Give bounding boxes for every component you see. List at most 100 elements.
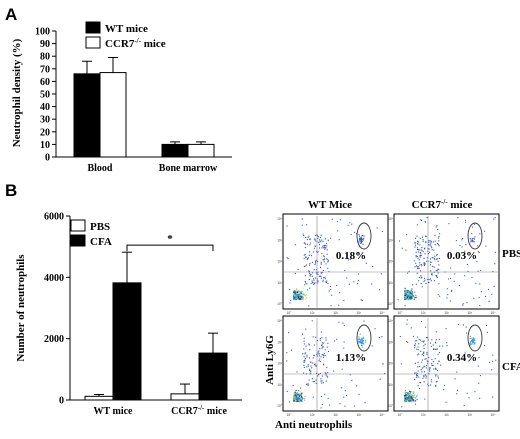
flow-event-dot bbox=[361, 238, 363, 240]
flow-event-dot bbox=[420, 350, 422, 352]
flow-event-dot bbox=[424, 343, 426, 345]
flow-event-dot bbox=[303, 356, 305, 358]
flow-event-dot bbox=[321, 344, 323, 346]
flow-event-dot bbox=[424, 264, 426, 267]
flow-event-dot bbox=[360, 242, 362, 244]
flow-event-dot bbox=[344, 390, 346, 392]
flow-event-dot bbox=[479, 375, 482, 377]
flow-event-dot bbox=[297, 291, 299, 294]
flow-y-tick-label: 10¹ bbox=[277, 383, 282, 387]
flow-event-dot bbox=[294, 394, 296, 397]
flow-event-dot bbox=[321, 380, 323, 382]
flow-event-dot bbox=[302, 353, 304, 355]
flow-event-dot bbox=[294, 272, 296, 275]
flow-event-dot bbox=[323, 261, 325, 263]
flow-event-dot bbox=[414, 362, 416, 364]
flow-event-dot bbox=[406, 341, 408, 343]
flow-event-dot bbox=[310, 282, 312, 284]
flow-event-dot bbox=[404, 290, 406, 292]
flow-event-dot bbox=[348, 283, 350, 285]
flow-event-dot bbox=[363, 235, 365, 237]
y-tick-label: 60 bbox=[40, 77, 50, 88]
flow-event-dot bbox=[363, 337, 365, 340]
flow-row-label-pbs: PBS bbox=[502, 248, 520, 260]
flow-event-dot bbox=[420, 277, 422, 279]
flow-event-dot bbox=[324, 258, 326, 260]
flow-event-dot bbox=[294, 297, 296, 299]
flow-y-tick-label: 10° bbox=[388, 302, 394, 306]
flow-event-dot bbox=[419, 270, 422, 272]
flow-event-dot bbox=[467, 270, 469, 273]
flow-event-dot bbox=[361, 342, 363, 344]
flow-event-dot bbox=[418, 343, 420, 345]
flow-event-dot bbox=[413, 344, 416, 346]
flow-event-dot bbox=[493, 285, 495, 287]
flow-x-tick-label: 10³ bbox=[467, 413, 472, 417]
flow-event-dot bbox=[420, 219, 423, 222]
flow-x-tick-label: 10³ bbox=[356, 311, 361, 315]
flow-y-tick-label: 10⁴ bbox=[277, 319, 283, 323]
flow-event-dot bbox=[417, 354, 419, 356]
flow-event-dot bbox=[434, 259, 436, 261]
flow-event-dot bbox=[404, 392, 406, 394]
bar-wt-mice-0 bbox=[73, 73, 101, 158]
flow-event-dot bbox=[304, 353, 306, 355]
flow-x-tick-label: 10⁴ bbox=[380, 413, 386, 417]
flow-event-dot bbox=[414, 345, 416, 347]
flow-event-dot bbox=[423, 352, 425, 354]
gate-ellipse bbox=[467, 222, 483, 250]
flow-event-dot bbox=[349, 222, 351, 224]
flow-event-dot bbox=[317, 375, 319, 377]
flow-event-dot bbox=[462, 238, 464, 240]
flow-event-dot bbox=[413, 400, 415, 402]
flow-event-dot bbox=[431, 381, 433, 383]
flow-event-dot bbox=[318, 355, 321, 357]
flow-event-dot bbox=[306, 224, 308, 226]
flow-event-dot bbox=[404, 294, 407, 296]
flow-event-dot bbox=[322, 353, 324, 356]
flow-event-dot bbox=[314, 240, 316, 242]
flow-event-dot bbox=[406, 296, 408, 298]
flow-event-dot bbox=[428, 373, 430, 375]
flow-event-dot bbox=[473, 241, 475, 243]
flow-event-dot bbox=[288, 332, 290, 334]
flow-event-dot bbox=[331, 218, 333, 220]
flow-event-dot bbox=[308, 254, 310, 256]
flow-event-dot bbox=[307, 365, 310, 367]
flow-event-dot bbox=[360, 343, 363, 345]
flow-event-dot bbox=[294, 397, 296, 399]
flow-event-dot bbox=[304, 360, 306, 362]
flow-event-dot bbox=[357, 279, 359, 281]
flow-event-dot bbox=[418, 276, 420, 278]
flow-event-dot bbox=[407, 399, 409, 401]
flow-event-dot bbox=[466, 332, 468, 334]
flow-event-dot bbox=[409, 294, 411, 296]
flow-event-dot bbox=[304, 399, 306, 401]
flow-event-dot bbox=[310, 273, 312, 275]
flow-event-dot bbox=[358, 336, 360, 338]
flow-event-dot bbox=[423, 248, 426, 250]
flow-event-dot bbox=[461, 246, 463, 248]
flow-event-dot bbox=[313, 354, 315, 356]
flow-event-dot bbox=[378, 289, 381, 291]
flow-event-dot bbox=[462, 304, 464, 306]
flow-event-dot bbox=[294, 291, 296, 293]
flow-event-dot bbox=[293, 392, 295, 394]
flow-event-dot bbox=[463, 404, 465, 407]
flow-event-dot bbox=[407, 290, 409, 292]
flow-event-dot bbox=[427, 253, 429, 255]
flow-event-dot bbox=[408, 398, 410, 400]
flow-event-dot bbox=[416, 375, 418, 377]
flow-event-dot bbox=[339, 219, 341, 221]
flow-event-dot bbox=[322, 363, 325, 365]
flow-event-dot bbox=[470, 343, 472, 345]
flow-x-tick-label: 10⁴ bbox=[491, 311, 497, 315]
flow-event-dot bbox=[379, 378, 381, 380]
gate-ellipse bbox=[356, 324, 372, 352]
flow-event-dot bbox=[321, 403, 323, 405]
flow-x-tick-label: 10¹ bbox=[310, 311, 315, 315]
flow-event-dot bbox=[326, 346, 328, 348]
flow-event-dot bbox=[411, 295, 413, 297]
bar-pbs-1 bbox=[170, 393, 200, 401]
flow-event-dot bbox=[426, 260, 428, 262]
